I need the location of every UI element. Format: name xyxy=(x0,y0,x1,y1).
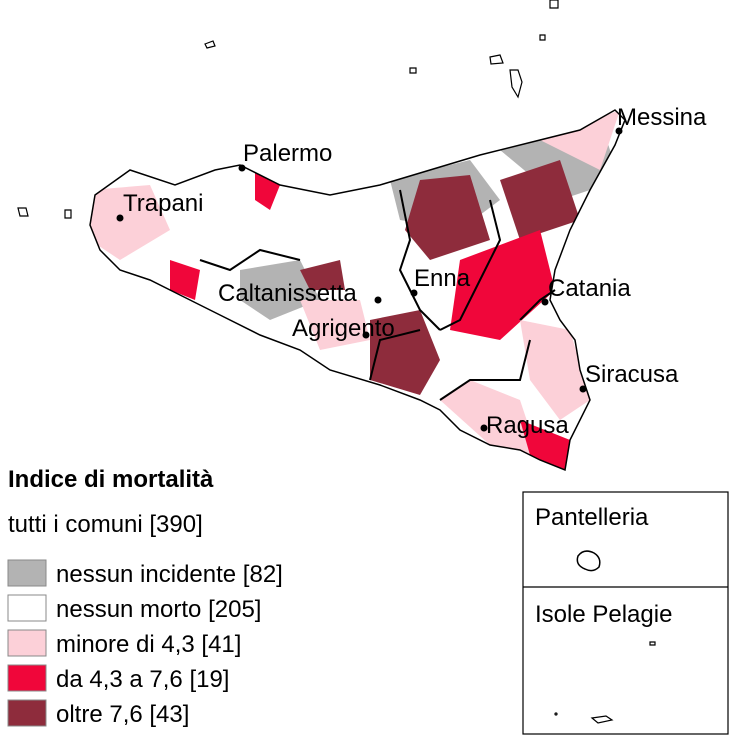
city-label: Trapani xyxy=(123,190,203,217)
inset-label: Pantelleria xyxy=(535,504,649,531)
legend-swatch xyxy=(7,699,47,727)
legend-label: nessun incidente [82] xyxy=(56,561,283,588)
city-label: Messina xyxy=(617,104,707,131)
city-label: Enna xyxy=(414,265,471,292)
legend-swatch xyxy=(7,594,47,622)
legend-label: minore di 4,3 [41] xyxy=(56,631,241,658)
legend-swatch xyxy=(7,629,47,657)
inset-frame xyxy=(522,491,729,735)
city-label: Agrigento xyxy=(292,315,395,342)
legend-subtitle: tutti i comuni [390] xyxy=(8,511,203,538)
city-label: Siracusa xyxy=(585,361,679,388)
legend-label: oltre 7,6 [43] xyxy=(56,701,189,728)
legend-label: nessun morto [205] xyxy=(56,596,261,623)
legend-swatch xyxy=(7,559,47,587)
sicily-outline xyxy=(89,109,626,472)
city-label: Palermo xyxy=(243,140,332,167)
city-markers xyxy=(116,127,623,432)
pelagie-islands xyxy=(554,641,656,724)
city-label: Ragusa xyxy=(486,412,569,439)
province-borders xyxy=(199,189,556,401)
legend-label: da 4,3 a 7,6 [19] xyxy=(56,666,229,693)
legend-swatch xyxy=(7,664,47,692)
legend: nessun incidente [82] nessun morto [205] m… xyxy=(7,559,283,728)
legend-title: Indice di mortalità xyxy=(8,466,214,493)
city-label: Caltanissetta xyxy=(218,280,357,307)
small-islands xyxy=(17,0,559,219)
inset-label: Isole Pelagie xyxy=(535,601,672,628)
pantelleria-island xyxy=(576,550,601,572)
city-label: Catania xyxy=(548,275,631,302)
